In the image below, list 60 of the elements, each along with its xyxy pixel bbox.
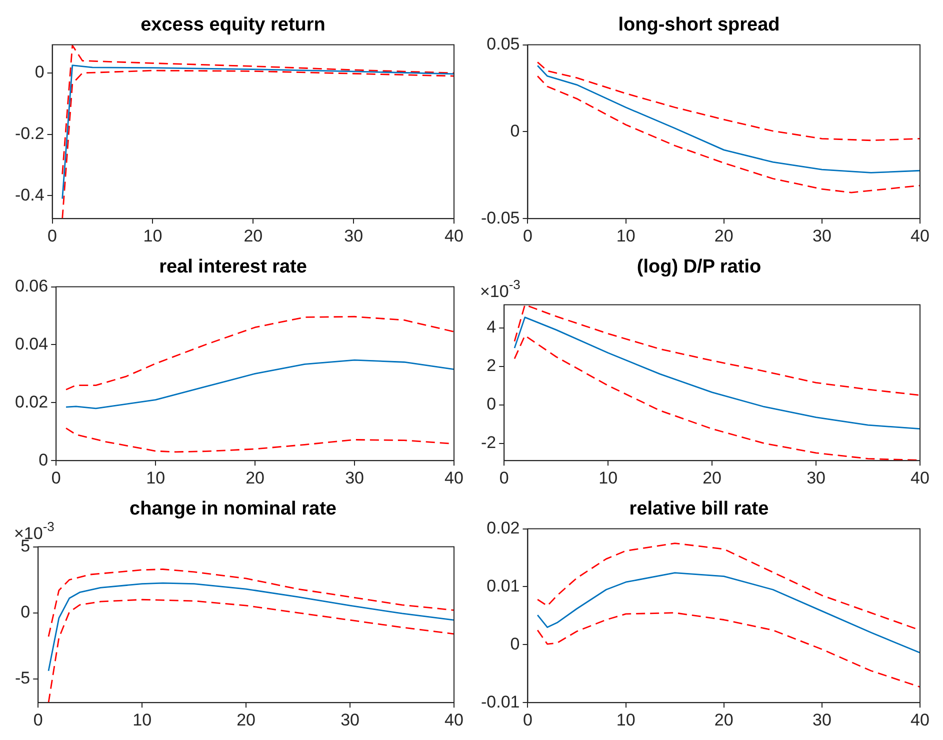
line-series bbox=[536, 612, 920, 688]
line-series bbox=[536, 61, 920, 142]
x-tick-label: 30 bbox=[812, 710, 832, 730]
x-tick-label: 40 bbox=[910, 226, 930, 246]
chart-title: real interest rate bbox=[159, 256, 307, 278]
y-tick-label: 0.02 bbox=[486, 518, 520, 538]
y-tick-label: 0.02 bbox=[14, 392, 48, 412]
y-tick-label: 0 bbox=[510, 634, 520, 654]
y-tick-label: 0.01 bbox=[486, 576, 520, 596]
y-tick-label: -0.2 bbox=[14, 124, 44, 143]
y-tick-label: -5 bbox=[14, 668, 30, 688]
chart-title: (log) D/P ratio bbox=[636, 256, 762, 278]
x-tick-label: 20 bbox=[714, 710, 734, 730]
y-tick-label: 0.06 bbox=[14, 276, 48, 296]
x-tick-label: 40 bbox=[444, 710, 464, 730]
line-series bbox=[65, 316, 454, 390]
x-tick-label: 30 bbox=[812, 226, 832, 246]
y-tick-label: 0.05 bbox=[486, 34, 520, 54]
y-tick-label: 0.04 bbox=[14, 334, 48, 354]
x-tick-label: 0 bbox=[523, 710, 532, 730]
x-tick-label: 40 bbox=[910, 468, 930, 488]
x-tick-label: 10 bbox=[146, 468, 166, 488]
x-tick-label: 0 bbox=[51, 468, 61, 488]
x-tick-label: 10 bbox=[132, 710, 152, 730]
x-tick-label: 20 bbox=[702, 468, 722, 488]
x-tick-label: 30 bbox=[344, 226, 364, 246]
x-tick-label: 20 bbox=[246, 468, 265, 488]
y-tick-label: 4 bbox=[486, 318, 496, 337]
y-tick-label: 0 bbox=[510, 121, 520, 140]
x-tick-label: 10 bbox=[598, 468, 618, 488]
line-series bbox=[48, 568, 454, 638]
x-tick-label: 40 bbox=[444, 468, 464, 488]
line-series bbox=[536, 75, 920, 194]
chart-title: excess equity return bbox=[140, 14, 326, 36]
chart-title: relative bill rate bbox=[629, 498, 769, 520]
y-tick-label: -0.05 bbox=[481, 208, 520, 228]
x-tick-label: 30 bbox=[806, 468, 826, 488]
x-tick-label: 30 bbox=[340, 710, 360, 730]
y-tick-label: 2 bbox=[486, 356, 496, 376]
x-tick-label: 10 bbox=[616, 710, 636, 730]
y-tick-label: 0 bbox=[20, 602, 30, 622]
x-tick-label: 30 bbox=[345, 468, 364, 488]
line-series bbox=[48, 598, 454, 703]
chart-title: change in nominal rate bbox=[130, 498, 336, 520]
y-tick-label: -2 bbox=[480, 432, 496, 452]
y-tick-label: 0 bbox=[486, 394, 496, 414]
x-tick-label: 20 bbox=[236, 710, 256, 730]
y-tick-label: 0 bbox=[38, 450, 48, 470]
y-tick-label: -0.01 bbox=[481, 692, 520, 712]
x-tick-label: 40 bbox=[910, 710, 930, 730]
x-tick-label: 20 bbox=[244, 226, 263, 246]
x-tick-label: 10 bbox=[616, 226, 636, 246]
x-tick-label: 0 bbox=[523, 226, 532, 246]
x-tick-label: 10 bbox=[143, 226, 162, 246]
chart-title: long-short spread bbox=[618, 14, 780, 36]
line-series bbox=[514, 304, 920, 396]
y-tick-label: 0 bbox=[34, 62, 44, 82]
x-tick-label: 20 bbox=[714, 226, 734, 246]
y-tick-label: -0.4 bbox=[14, 185, 44, 204]
x-tick-label: 40 bbox=[444, 226, 464, 246]
